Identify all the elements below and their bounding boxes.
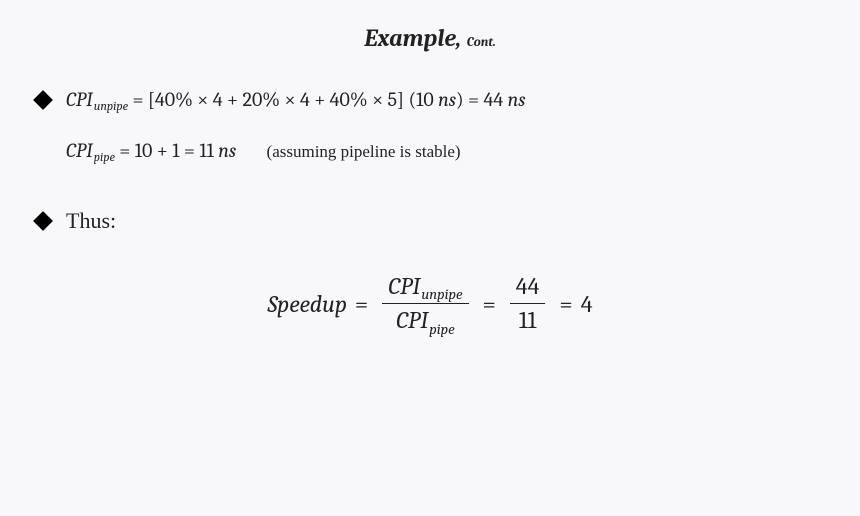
fraction-numerator: 44 (510, 270, 546, 303)
fraction-cpi: CPIunpipe CPIpipe (382, 270, 468, 337)
fraction-numeric: 44 11 (510, 270, 546, 337)
thus-label: Thus: (66, 208, 116, 234)
cpi-subscript: unpipe (421, 286, 462, 303)
slide-title: Example, Cont. (34, 24, 826, 52)
eq1-mid: ) = 44 (456, 88, 508, 111)
speedup-equation: Speedup = CPIunpipe CPIpipe = 44 11 = 4 (34, 270, 826, 337)
equation-2-content: CPIpipe = 10 + 1 = 11 ns (assuming pipel… (66, 139, 461, 162)
speedup-result: 4 (581, 290, 593, 318)
stable-note: (assuming pipeline is stable) (267, 142, 461, 161)
eq2-expr: = 10 + 1 = 11 (115, 139, 218, 162)
fraction-denominator: 11 (513, 304, 542, 337)
cpi-subscript: unpipe (94, 100, 128, 114)
speedup-label: Speedup (267, 290, 346, 318)
equation-line-1: CPIunpipe = [40% × 4 + 20% × 4 + 40% × 5… (34, 88, 826, 111)
cpi-var: CPI (388, 272, 420, 300)
equals-sign: = (559, 290, 572, 318)
cpi-var: CPI (66, 88, 93, 111)
equation-1-content: CPIunpipe = [40% × 4 + 20% × 4 + 40% × 5… (66, 88, 526, 111)
cpi-subscript: pipe (429, 321, 454, 338)
title-main: Example, (364, 24, 461, 52)
unit-ns: ns (218, 139, 236, 162)
thus-line: Thus: (34, 208, 826, 234)
cpi-subscript: pipe (94, 151, 115, 165)
equals-sign: = (483, 290, 496, 318)
cpi-var: CPI (66, 139, 93, 162)
unit-ns: ns (508, 88, 526, 111)
diamond-bullet-icon (33, 211, 53, 231)
eq1-expr: = [40% × 4 + 20% × 4 + 40% × 5] (10 (128, 88, 438, 111)
cpi-var: CPI (396, 306, 428, 334)
fraction-numerator: CPIunpipe (382, 270, 468, 303)
unit-ns: ns (438, 88, 456, 111)
equals-sign: = (355, 290, 368, 318)
title-sub: Cont. (467, 35, 496, 50)
diamond-bullet-icon (33, 90, 53, 110)
equation-line-2: CPIpipe = 10 + 1 = 11 ns (assuming pipel… (66, 139, 826, 162)
fraction-denominator: CPIpipe (390, 304, 460, 337)
